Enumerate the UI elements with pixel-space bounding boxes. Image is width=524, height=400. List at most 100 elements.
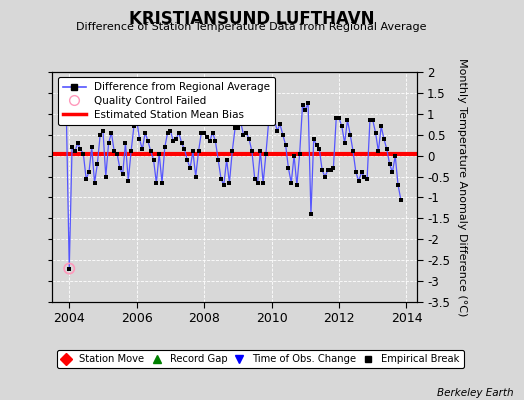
Point — [147, 148, 155, 155]
Point — [245, 136, 253, 142]
Text: KRISTIANSUND LUFTHAVN: KRISTIANSUND LUFTHAVN — [129, 10, 374, 28]
Point — [335, 115, 343, 121]
Point — [259, 180, 267, 186]
Point — [343, 117, 352, 123]
Point — [357, 169, 366, 176]
Point — [225, 180, 234, 186]
Point — [107, 130, 116, 136]
Point — [113, 150, 121, 157]
Point — [65, 265, 73, 272]
Point — [152, 180, 160, 186]
Point — [326, 167, 335, 174]
Point — [169, 138, 178, 144]
Point — [144, 138, 152, 144]
Point — [250, 176, 259, 182]
Point — [178, 140, 186, 146]
Point — [380, 136, 388, 142]
Point — [209, 130, 217, 136]
Point — [332, 115, 341, 121]
Point — [163, 130, 172, 136]
Point — [231, 125, 239, 132]
Point — [189, 148, 197, 155]
Point — [223, 157, 231, 163]
Point — [135, 136, 144, 142]
Point — [99, 127, 107, 134]
Point — [85, 169, 93, 176]
Point — [124, 178, 133, 184]
Point — [329, 165, 337, 171]
Point — [96, 132, 104, 138]
Point — [205, 138, 214, 144]
Point — [253, 180, 261, 186]
Y-axis label: Monthly Temperature Anomaly Difference (°C): Monthly Temperature Anomaly Difference (… — [457, 58, 467, 316]
Point — [130, 123, 138, 130]
Point — [349, 148, 357, 155]
Point — [287, 180, 296, 186]
Point — [68, 144, 77, 150]
Point — [265, 117, 273, 123]
Point — [220, 182, 228, 188]
Legend: Station Move, Record Gap, Time of Obs. Change, Empirical Break: Station Move, Record Gap, Time of Obs. C… — [58, 350, 464, 368]
Point — [366, 117, 374, 123]
Point — [121, 140, 129, 146]
Point — [386, 161, 394, 167]
Point — [304, 100, 312, 106]
Point — [346, 132, 354, 138]
Point — [372, 130, 380, 136]
Point — [312, 142, 321, 148]
Point — [397, 196, 405, 203]
Point — [383, 146, 391, 152]
Point — [360, 173, 368, 180]
Point — [71, 148, 79, 155]
Point — [284, 165, 292, 171]
Point — [158, 180, 166, 186]
Point — [127, 148, 135, 155]
Point — [256, 148, 265, 155]
Point — [214, 157, 222, 163]
Point — [279, 132, 287, 138]
Point — [102, 173, 110, 180]
Point — [368, 117, 377, 123]
Point — [270, 117, 279, 123]
Point — [388, 169, 397, 176]
Point — [118, 171, 127, 178]
Point — [321, 173, 329, 180]
Text: Difference of Station Temperature Data from Regional Average: Difference of Station Temperature Data f… — [77, 22, 427, 32]
Point — [65, 265, 73, 272]
Point — [217, 176, 225, 182]
Point — [363, 176, 372, 182]
Point — [180, 146, 189, 152]
Point — [374, 148, 383, 155]
Point — [281, 142, 290, 148]
Point — [88, 144, 96, 150]
Point — [318, 167, 326, 174]
Point — [110, 148, 118, 155]
Point — [341, 140, 349, 146]
Point — [355, 178, 363, 184]
Point — [77, 146, 85, 152]
Point — [82, 176, 90, 182]
Point — [273, 127, 281, 134]
Point — [352, 169, 360, 176]
Point — [377, 123, 385, 130]
Point — [307, 211, 315, 217]
Point — [239, 132, 248, 138]
Point — [191, 173, 200, 180]
Point — [174, 130, 183, 136]
Point — [394, 182, 402, 188]
Point — [116, 165, 124, 171]
Point — [200, 130, 209, 136]
Point — [155, 150, 163, 157]
Point — [62, 117, 71, 123]
Point — [194, 148, 203, 155]
Point — [301, 106, 310, 113]
Point — [310, 136, 318, 142]
Point — [234, 125, 242, 132]
Point — [186, 165, 194, 171]
Point — [262, 150, 270, 157]
Point — [242, 130, 250, 136]
Point — [73, 140, 82, 146]
Point — [236, 119, 245, 125]
Point — [298, 102, 307, 109]
Point — [203, 134, 211, 140]
